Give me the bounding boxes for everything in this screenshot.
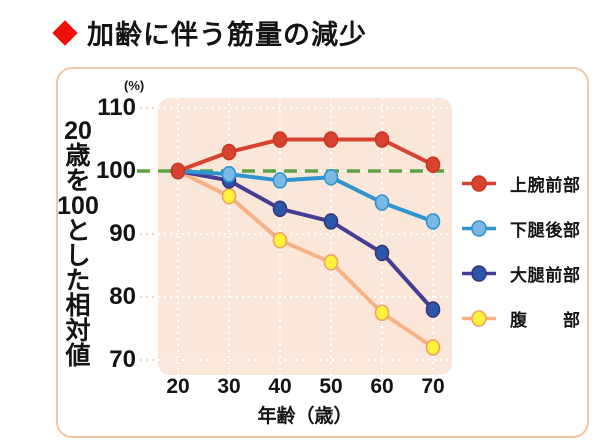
y-axis-title-char: た <box>65 267 91 295</box>
y-axis-title-char: 相 <box>65 292 91 320</box>
y-axis-title-char: 20 <box>64 117 92 145</box>
x-tick-label: 20 <box>166 375 190 398</box>
y-axis-title-char: 歳 <box>65 142 91 170</box>
legend: 上腕前部 下腿後部 大腿前部 腹 部 <box>461 171 580 330</box>
legend-marker-icon <box>462 219 496 237</box>
legend-item-thigh-front: 大腿前部 <box>461 261 580 285</box>
y-tick-label: 110 <box>97 94 136 121</box>
y-axis-title-char: 対 <box>65 317 91 345</box>
legend-label: 下腿後部 <box>510 220 580 240</box>
x-tick-label: 60 <box>370 375 394 398</box>
legend-item-upper-arm-front: 上腕前部 <box>461 171 580 195</box>
y-axis-title-char: 値 <box>65 342 91 370</box>
x-axis-title: 年齢（歳） <box>257 406 353 427</box>
legend-label: 大腿前部 <box>510 265 580 285</box>
page-title: 加齢に伴う筋量の減少 <box>52 13 367 52</box>
page-title-text: 加齢に伴う筋量の減少 <box>87 20 367 50</box>
legend-marker-icon <box>462 264 496 282</box>
x-tick-label: 40 <box>268 375 292 398</box>
y-axis-title-char: を <box>65 167 91 195</box>
y-axis-unit-label: (%) <box>124 78 145 93</box>
legend-item-abdomen: 腹 部 <box>461 306 580 330</box>
x-tick-label: 30 <box>217 375 241 398</box>
legend-item-lower-leg-back: 下腿後部 <box>461 216 580 240</box>
y-tick-label: 80 <box>109 283 136 310</box>
diamond-bullet-icon <box>52 19 78 46</box>
x-tick-label: 70 <box>421 375 445 398</box>
y-tick-label: 100 <box>95 157 136 184</box>
x-tick-label: 50 <box>319 375 343 398</box>
y-tick-label: 70 <box>109 346 136 373</box>
y-axis-title-char: し <box>65 242 91 270</box>
y-tick-label: 90 <box>109 220 136 247</box>
legend-marker-icon <box>462 309 496 327</box>
y-axis-title-char: と <box>65 217 91 245</box>
y-axis-title: 20 歳を 100 とした相対値 <box>50 119 106 369</box>
legend-label: 上腕前部 <box>510 175 580 195</box>
legend-marker-icon <box>462 174 496 192</box>
legend-label: 腹 部 <box>510 310 580 330</box>
y-axis-title-char: 100 <box>57 192 99 220</box>
